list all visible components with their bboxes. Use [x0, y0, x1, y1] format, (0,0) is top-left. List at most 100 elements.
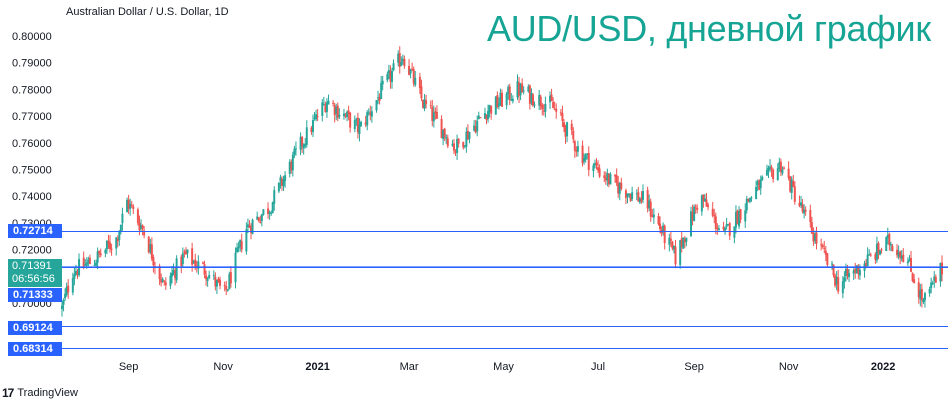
- candle-body[interactable]: [271, 202, 274, 214]
- candle-body[interactable]: [615, 175, 618, 183]
- candle-body[interactable]: [852, 270, 855, 274]
- candle-body[interactable]: [738, 210, 741, 227]
- candle-body[interactable]: [561, 112, 564, 121]
- candle-body[interactable]: [496, 95, 499, 108]
- candle-body[interactable]: [711, 208, 714, 216]
- candle-body[interactable]: [896, 249, 899, 256]
- candle-body[interactable]: [245, 229, 248, 252]
- candle-body[interactable]: [279, 177, 282, 182]
- candle-body[interactable]: [456, 139, 459, 153]
- candle-body[interactable]: [674, 246, 677, 265]
- candle-body[interactable]: [301, 136, 304, 147]
- candle-body[interactable]: [910, 257, 913, 272]
- candle-body[interactable]: [332, 102, 335, 104]
- candle-body[interactable]: [421, 99, 424, 108]
- candle-body[interactable]: [206, 278, 209, 281]
- tradingview-branding[interactable]: 17 TradingView: [2, 386, 78, 400]
- candle-body[interactable]: [897, 252, 900, 257]
- candle-body[interactable]: [497, 103, 500, 107]
- candle-body[interactable]: [798, 203, 801, 206]
- candle-body[interactable]: [736, 210, 739, 225]
- candle-body[interactable]: [435, 111, 438, 119]
- candle-body[interactable]: [463, 145, 466, 147]
- candle-body[interactable]: [147, 236, 150, 253]
- candle-body[interactable]: [322, 103, 325, 105]
- candle-body[interactable]: [107, 240, 110, 244]
- candle-body[interactable]: [277, 182, 280, 192]
- candle-body[interactable]: [494, 96, 497, 115]
- candle-body[interactable]: [767, 167, 770, 171]
- candle-body[interactable]: [160, 278, 163, 283]
- candle-body[interactable]: [201, 262, 204, 264]
- candle-body[interactable]: [215, 279, 218, 287]
- candle-body[interactable]: [843, 277, 846, 282]
- candle-body[interactable]: [229, 272, 232, 284]
- candle-body[interactable]: [522, 90, 525, 92]
- candle-body[interactable]: [779, 161, 782, 172]
- candle-body[interactable]: [442, 129, 445, 140]
- candle-body[interactable]: [541, 104, 544, 109]
- candle-body[interactable]: [479, 117, 482, 119]
- candle-body[interactable]: [595, 162, 598, 166]
- candle-body[interactable]: [889, 244, 892, 246]
- candle-body[interactable]: [815, 232, 818, 244]
- candle-body[interactable]: [290, 161, 293, 171]
- candle-body[interactable]: [408, 65, 411, 75]
- candle-body[interactable]: [346, 111, 349, 117]
- candle-body[interactable]: [237, 246, 240, 249]
- candle-body[interactable]: [581, 145, 584, 164]
- candle-body[interactable]: [349, 112, 352, 128]
- candle-body[interactable]: [542, 110, 545, 112]
- candle-body[interactable]: [606, 173, 609, 181]
- candle-body[interactable]: [121, 213, 124, 224]
- candle-body[interactable]: [115, 237, 118, 249]
- candle-body[interactable]: [597, 167, 600, 171]
- candle-body[interactable]: [733, 226, 736, 238]
- candle-body[interactable]: [418, 76, 421, 89]
- candle-body[interactable]: [858, 269, 861, 276]
- candle-body[interactable]: [755, 186, 758, 199]
- candle-body[interactable]: [505, 93, 508, 106]
- candle-body[interactable]: [507, 86, 510, 95]
- candle-body[interactable]: [820, 244, 823, 246]
- candle-body[interactable]: [465, 131, 468, 147]
- candle-body[interactable]: [826, 253, 829, 265]
- candle-body[interactable]: [841, 281, 844, 294]
- candle-body[interactable]: [831, 263, 833, 265]
- candle-body[interactable]: [425, 100, 428, 105]
- candle-body[interactable]: [518, 82, 521, 96]
- candle-body[interactable]: [583, 158, 586, 162]
- candle-body[interactable]: [485, 114, 488, 120]
- candle-body[interactable]: [919, 290, 922, 300]
- candle-body[interactable]: [519, 84, 522, 96]
- candle-body[interactable]: [96, 251, 99, 263]
- candle-body[interactable]: [191, 248, 194, 265]
- candle-body[interactable]: [690, 211, 693, 237]
- candle-body[interactable]: [908, 259, 911, 262]
- candle-body[interactable]: [158, 266, 161, 279]
- candle-body[interactable]: [809, 209, 812, 223]
- candle-body[interactable]: [628, 193, 631, 195]
- candle-body[interactable]: [781, 169, 784, 174]
- candle-body[interactable]: [617, 182, 620, 194]
- candle-body[interactable]: [696, 207, 699, 210]
- candle-body[interactable]: [369, 112, 372, 116]
- candle-body[interactable]: [366, 112, 369, 126]
- candle-body[interactable]: [651, 215, 654, 218]
- candle-body[interactable]: [902, 254, 905, 263]
- candle-body[interactable]: [624, 190, 627, 198]
- candle-body[interactable]: [380, 82, 383, 99]
- candle-body[interactable]: [724, 227, 727, 231]
- candle-body[interactable]: [739, 209, 742, 220]
- candle-body[interactable]: [239, 239, 242, 247]
- candle-body[interactable]: [375, 100, 378, 111]
- candle-body[interactable]: [65, 286, 68, 296]
- candle-body[interactable]: [457, 138, 460, 144]
- candle-body[interactable]: [527, 86, 530, 92]
- candle-body[interactable]: [181, 253, 184, 265]
- candle-body[interactable]: [284, 175, 287, 182]
- candle-body[interactable]: [175, 258, 178, 281]
- candle-body[interactable]: [194, 259, 197, 269]
- candle-body[interactable]: [62, 299, 65, 305]
